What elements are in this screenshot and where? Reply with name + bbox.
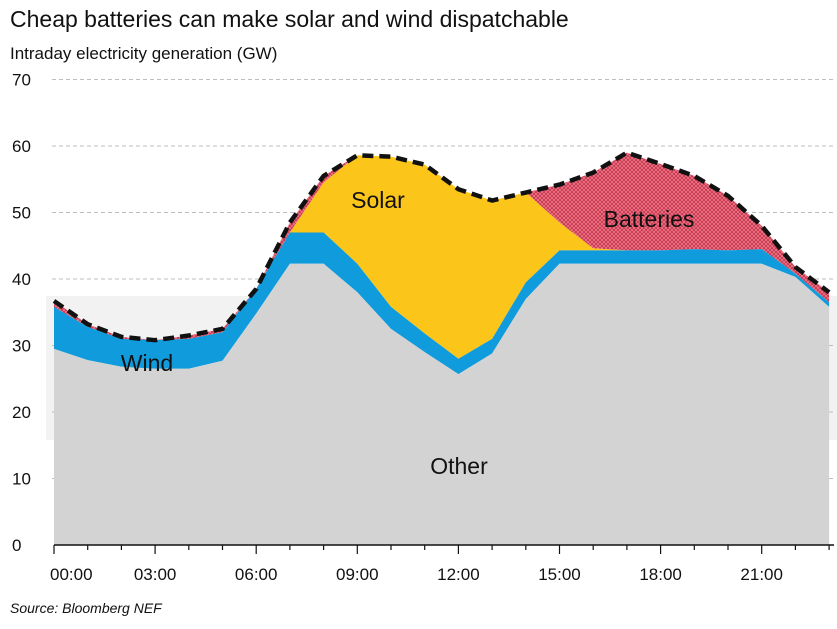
y-tick-label: 40 <box>12 270 31 289</box>
y-tick-label: 10 <box>12 470 31 489</box>
x-tick-label: 21:00 <box>740 565 783 584</box>
area-batteries <box>54 152 830 341</box>
area-other <box>54 263 830 545</box>
y-tick-label: 50 <box>12 204 31 223</box>
chart-title: Cheap batteries can make solar and wind … <box>10 6 569 32</box>
y-tick-label: 60 <box>12 137 31 156</box>
x-tick-label: 00:00 <box>50 565 93 584</box>
x-tick-label: 03:00 <box>134 565 177 584</box>
y-tick-label: 30 <box>12 337 31 356</box>
total-generation-line <box>52 150 831 343</box>
y-tick-label: 20 <box>12 403 31 422</box>
y-tick-label: 70 <box>12 71 31 90</box>
area-wind <box>54 232 830 375</box>
area-label-wind: Wind <box>121 350 173 376</box>
source-note: Source: Bloomberg NEF <box>10 600 162 616</box>
area-label-solar: Solar <box>351 187 405 213</box>
area-solar <box>54 155 830 359</box>
x-tick-label: 09:00 <box>336 565 379 584</box>
x-tick-label: 18:00 <box>639 565 682 584</box>
x-tick-label: 06:00 <box>235 565 278 584</box>
x-tick-label: 12:00 <box>437 565 480 584</box>
y-tick-label: 0 <box>12 536 21 555</box>
area-label-other: Other <box>430 453 488 479</box>
area-label-batteries: Batteries <box>604 206 695 232</box>
y-axis-label: Intraday electricity generation (GW) <box>10 44 278 63</box>
x-tick-label: 15:00 <box>538 565 581 584</box>
